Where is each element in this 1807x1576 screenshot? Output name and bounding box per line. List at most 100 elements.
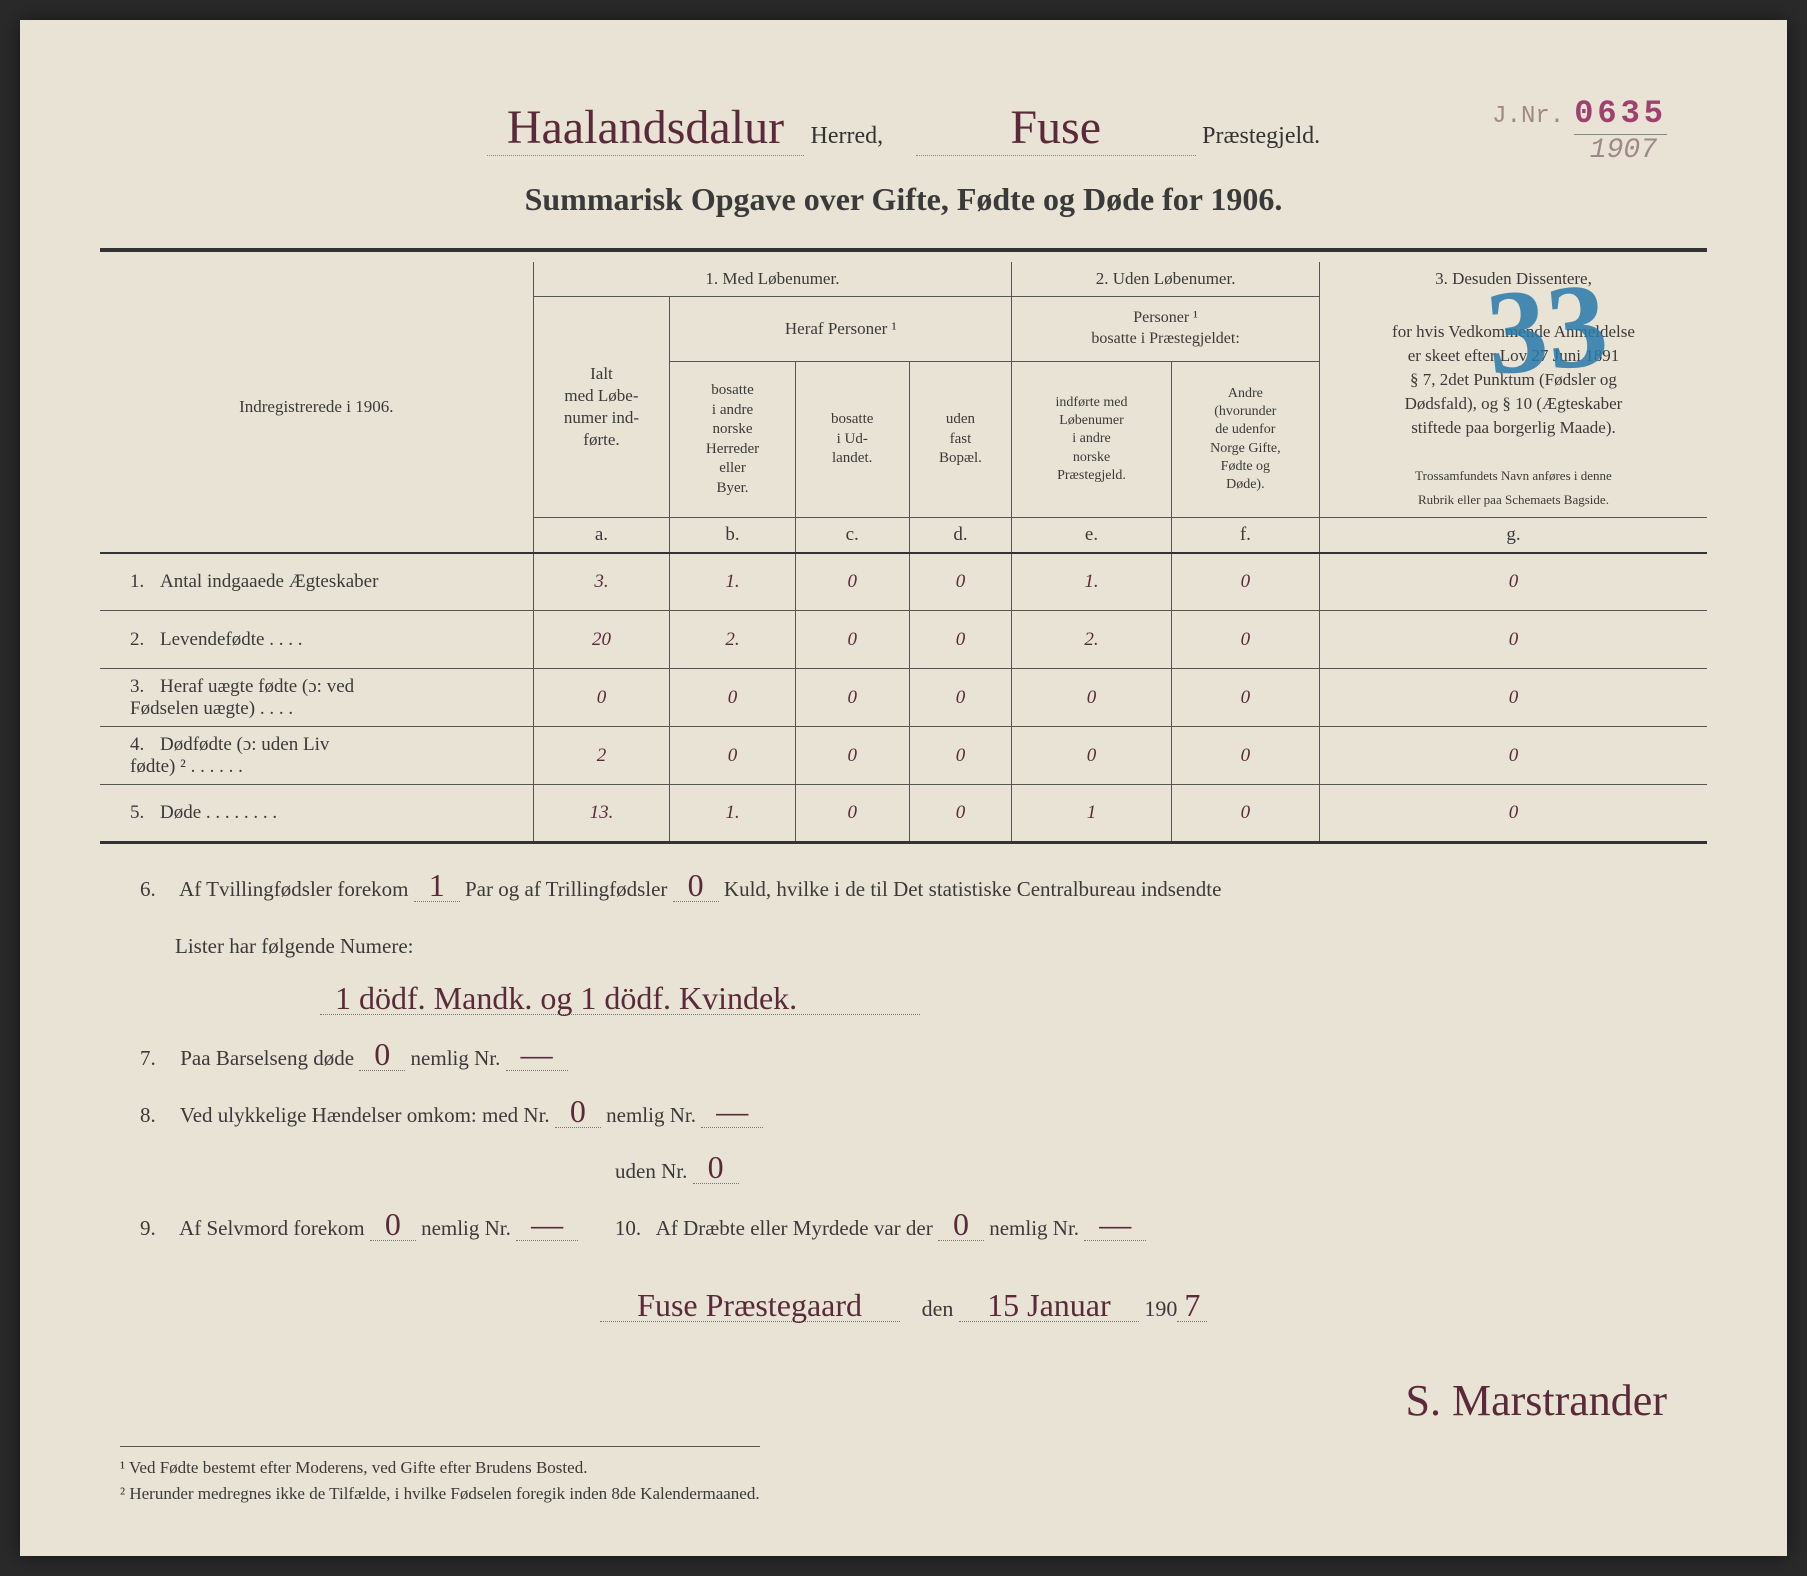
col-letter-d: d. (909, 517, 1012, 553)
l9b: nemlig Nr. (421, 1216, 511, 1240)
cell: 3. (533, 553, 670, 611)
col-letter-c: c. (795, 517, 909, 553)
line-7: 7. Paa Barselseng døde 0 nemlig Nr. — (140, 1033, 1667, 1083)
line-6-text: 1 dödf. Mandk. og 1 dödf. Kvindek. (140, 977, 1667, 1027)
herred-value: Haalandsdalur (487, 100, 804, 156)
line-6: 6. Af Tvillingfødsler forekom 1 Par og a… (140, 864, 1667, 914)
table-row: 5.Døde . . . . . . . . 13. 1. 0 0 1 0 0 (100, 785, 1707, 843)
l6-kuld: 0 (673, 869, 719, 902)
sig-date: 15 Januar (959, 1289, 1139, 1322)
col-e-header: indførte med Løbenumer i andre norske Pr… (1012, 362, 1172, 517)
col-g-header: for hvis Vedkommende Anmeldelse er skeet… (1319, 297, 1707, 518)
l7v: 0 (359, 1038, 405, 1071)
cell: 0 (795, 785, 909, 843)
lower-questions: 6. Af Tvillingfødsler forekom 1 Par og a… (100, 864, 1707, 1336)
col-ef-top: Personer ¹ bosatte i Præstegjeldet: (1012, 297, 1320, 362)
col-a-header: Ialt med Løbe- numer ind- førte. (533, 297, 670, 518)
l6d: Lister har følgende Numere: (175, 934, 414, 958)
col-letter-b: b. (670, 517, 795, 553)
col-letter-f: f. (1171, 517, 1319, 553)
cell: 0 (1319, 727, 1707, 785)
sig-place: Fuse Præstegaard (600, 1289, 900, 1322)
cell: 0 (1319, 785, 1707, 843)
praestegjeld-value: Fuse (916, 100, 1196, 156)
cell: 0 (670, 727, 795, 785)
herred-label: Herred, (811, 123, 884, 149)
col-g-text: for hvis Vedkommende Anmeldelse er skeet… (1392, 322, 1635, 436)
cell: 0 (909, 553, 1012, 611)
l8c: uden Nr. (615, 1159, 687, 1183)
l6a: Af Tvillingfødsler forekom (179, 877, 408, 901)
cell: 0 (795, 553, 909, 611)
col-letter-e: e. (1012, 517, 1172, 553)
signature: S. Marstrander (1406, 1375, 1668, 1426)
cell: 0 (1171, 553, 1319, 611)
footnote-2: ² Herunder medregnes ikke de Tilfælde, i… (120, 1481, 760, 1507)
cell: 1. (670, 785, 795, 843)
col-f-header: Andre (hvorunder de udenfor Norge Gifte,… (1171, 362, 1319, 517)
signature-line: Fuse Præstegaard den 15 Januar 1907 (140, 1283, 1667, 1336)
cell: 0 (1171, 727, 1319, 785)
praestegjeld-label: Præstegjeld. (1202, 123, 1320, 149)
statistics-table: Indregistrerede i 1906. 1. Med Løbenumer… (100, 262, 1707, 844)
document-title: Summarisk Opgave over Gifte, Fødte og Dø… (100, 181, 1707, 218)
l8uden: 0 (693, 1151, 739, 1184)
cell: 1. (670, 553, 795, 611)
l10a: Af Dræbte eller Myrdede var der (656, 1216, 933, 1240)
col-group-2: 2. Uden Løbenumer. (1012, 262, 1320, 297)
line-6-cont: Lister har følgende Numere: (140, 921, 1667, 971)
row-5-label: 5.Døde . . . . . . . . (100, 785, 533, 843)
cell: 0 (1171, 611, 1319, 669)
l6c: Kuld, hvilke i de til Det statistiske Ce… (724, 877, 1221, 901)
cell: 0 (1319, 669, 1707, 727)
cell: 0 (1012, 727, 1172, 785)
cell: 0 (795, 669, 909, 727)
sig-year-prefix: 190 (1144, 1296, 1177, 1321)
col-group-1: 1. Med Løbenumer. (533, 262, 1012, 297)
cell: 2. (1012, 611, 1172, 669)
l8nr: — (701, 1095, 763, 1128)
cell: 0 (670, 669, 795, 727)
historical-form-document: J.Nr. 0635 1907 33 Haalandsdalur Herred,… (20, 20, 1787, 1556)
l7b: nemlig Nr. (411, 1046, 501, 1070)
footnotes: ¹ Ved Fødte bestemt efter Moderens, ved … (120, 1446, 760, 1506)
l10v: 0 (938, 1208, 984, 1241)
l10nr: — (1084, 1208, 1146, 1241)
row-2-label: 2.Levendefødte . . . . (100, 611, 533, 669)
cell: 1 (1012, 785, 1172, 843)
footnote-1: ¹ Ved Fødte bestemt efter Moderens, ved … (120, 1455, 760, 1481)
row-1-label: 1.Antal indgaaede Ægteskaber (100, 553, 533, 611)
cell: 0 (1012, 669, 1172, 727)
col-g-small: Trossamfundets Navn anføres i denne Rubr… (1415, 468, 1612, 507)
line-8: 8. Ved ulykkelige Hændelser omkom: med N… (140, 1090, 1667, 1140)
sig-year: 7 (1177, 1289, 1207, 1322)
l10b: nemlig Nr. (989, 1216, 1079, 1240)
sig-den: den (922, 1296, 954, 1321)
stamp-label: J.Nr. (1492, 103, 1564, 130)
table-row: 4.Dødfødte (ɔ: uden Liv fødte) ² . . . .… (100, 727, 1707, 785)
l9v: 0 (370, 1208, 416, 1241)
header-line: Haalandsdalur Herred, Fuse Præstegjeld. (100, 100, 1707, 156)
journal-number-stamp: J.Nr. 0635 1907 (1492, 95, 1667, 166)
l6-handwritten: 1 dödf. Mandk. og 1 dödf. Kvindek. (320, 982, 920, 1015)
heraf-header: Heraf Personer ¹ (670, 297, 1012, 362)
l9nr: — (516, 1208, 578, 1241)
l7a: Paa Barselseng døde (180, 1046, 354, 1070)
cell: 0 (533, 669, 670, 727)
l9a: Af Selvmord forekom (179, 1216, 364, 1240)
l8b: nemlig Nr. (606, 1103, 696, 1127)
table-row: 2.Levendefødte . . . . 20 2. 0 0 2. 0 0 (100, 611, 1707, 669)
stamp-number: 0635 (1574, 95, 1667, 135)
col-c-header: bosatte i Ud- landet. (795, 362, 909, 517)
row-4-label: 4.Dødfødte (ɔ: uden Liv fødte) ² . . . .… (100, 727, 533, 785)
line-8-cont: uden Nr. 0 (140, 1146, 1667, 1196)
cell: 0 (909, 785, 1012, 843)
cell: 0 (795, 727, 909, 785)
l8a: Ved ulykkelige Hændelser omkom: med Nr. (180, 1103, 550, 1127)
cell: 0 (909, 669, 1012, 727)
cell: 0 (795, 611, 909, 669)
row-3-label: 3.Heraf uægte fødte (ɔ: ved Fødselen uæg… (100, 669, 533, 727)
cell: 20 (533, 611, 670, 669)
row-header-label: Indregistrerede i 1906. (100, 262, 533, 553)
cell: 0 (909, 727, 1012, 785)
